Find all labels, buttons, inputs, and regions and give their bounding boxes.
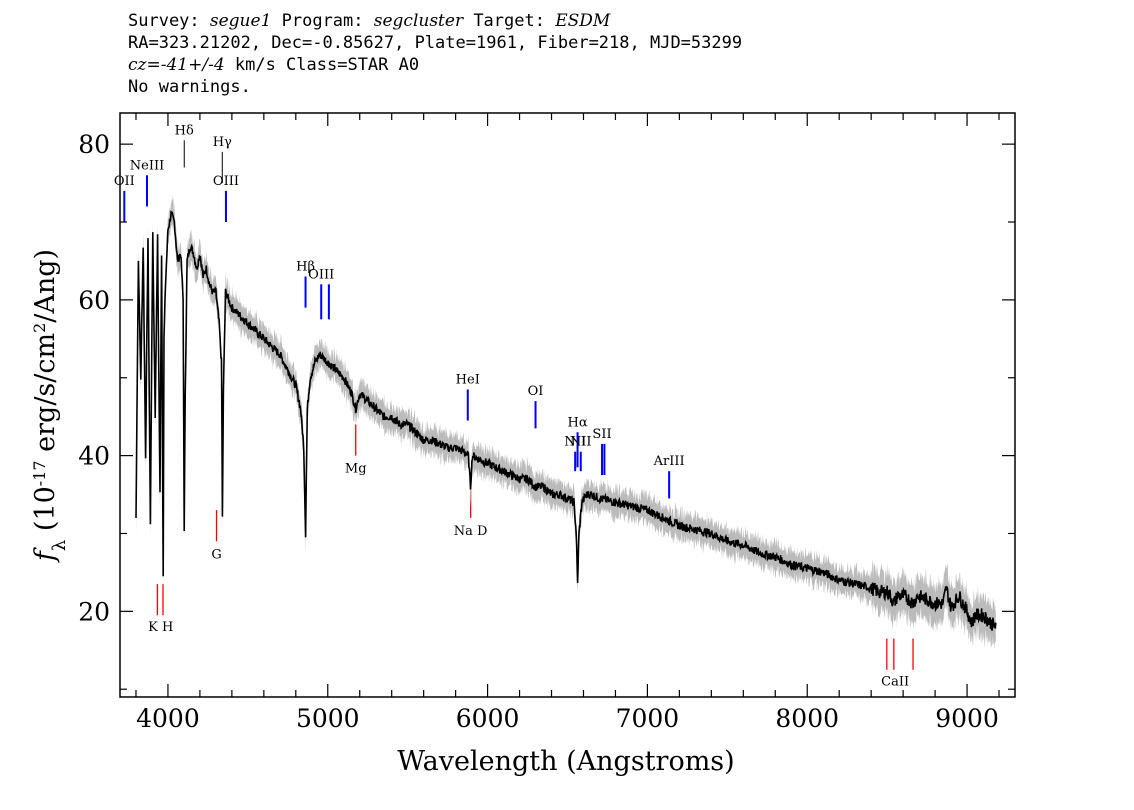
emission-line-label: HeI	[456, 372, 480, 387]
target-label: Target:	[463, 11, 556, 31]
redshift-value: cz=-41+/-4	[128, 55, 225, 75]
emission-line-label: NeIII	[130, 158, 164, 173]
y-tick-label: 40	[78, 442, 110, 471]
absorption-line-label: G	[211, 547, 221, 562]
program-value: segcluster	[373, 11, 464, 31]
x-axis-title: Wavelength (Angstroms)	[397, 746, 734, 777]
emission-line-label: SII	[592, 427, 611, 442]
x-tick-label: 8000	[775, 704, 839, 733]
x-tick-label: 4000	[136, 704, 200, 733]
y-tick-label: 20	[78, 597, 110, 626]
y-tick-label: 60	[78, 286, 110, 315]
header-line-1: Survey: segue1 Program: segcluster Targe…	[128, 10, 742, 32]
plot-frame	[119, 112, 1016, 698]
emission-line-label: Hβ	[296, 260, 315, 275]
y-axis-title-c: /Ang)	[30, 249, 61, 323]
emission-line-label: Hγ	[213, 135, 232, 150]
survey-label: Survey:	[128, 11, 210, 31]
target-value: ESDM	[555, 11, 611, 31]
x-tick-label: 5000	[296, 704, 360, 733]
y-axis-title-a: (10	[30, 486, 61, 539]
x-tick-label: 9000	[935, 704, 999, 733]
spectral-line-markers: OIINeIIIHδHγOIIIHβOIIIHeIOINIIHαNIISIIAr…	[114, 123, 914, 689]
emission-line-label: NII	[570, 435, 592, 450]
x-tick-label: 6000	[456, 704, 520, 733]
y-axis-title-sub: λ	[49, 540, 70, 551]
error-band-area	[136, 194, 996, 650]
y-axis-title-exp: -17	[30, 460, 49, 486]
y-tick-label: 80	[78, 130, 110, 159]
emission-line-label: Hδ	[175, 123, 194, 138]
emission-line-label: NII	[564, 435, 586, 450]
y-axis-title-exp2: 2	[30, 323, 49, 333]
survey-value: segue1	[209, 11, 272, 31]
header-line-3: cz=-41+/-4 km/s Class=STAR A0	[128, 54, 742, 76]
spectrum-line	[135, 210, 997, 631]
absorption-group-label: K H	[148, 620, 173, 635]
absorption-group-label: CaII	[881, 674, 909, 689]
emission-line-label: OI	[528, 384, 544, 399]
absorption-line-label: Mg	[345, 462, 367, 477]
y-axis-title-f: f	[30, 547, 61, 563]
absorption-line-label: Na D	[454, 524, 488, 539]
y-axis-title: fλ (10-17 erg/s/cm2/Ang)	[30, 249, 70, 563]
spectrum-series	[135, 210, 997, 631]
spectrum-header: Survey: segue1 Program: segcluster Targe…	[128, 10, 742, 98]
error-band	[136, 194, 996, 650]
emission-line-label: ArIII	[653, 454, 685, 469]
emission-line-label: OIII	[213, 174, 239, 189]
program-label: Program:	[271, 11, 374, 31]
emission-line-label: OII	[114, 174, 135, 189]
emission-line-label: OIII	[308, 267, 334, 282]
class-text: km/s Class=STAR A0	[224, 55, 420, 75]
x-tick-label: 7000	[616, 704, 680, 733]
header-line-4: No warnings.	[128, 77, 251, 97]
header-line-2: RA=323.21202, Dec=-0.85627, Plate=1961, …	[128, 33, 743, 53]
axes: 4000 5000 6000 7000 8000 9000 20 40 60 80	[78, 112, 1016, 733]
y-axis-title-b: erg/s/cm	[30, 333, 61, 461]
emission-line-label: Hα	[568, 415, 588, 430]
